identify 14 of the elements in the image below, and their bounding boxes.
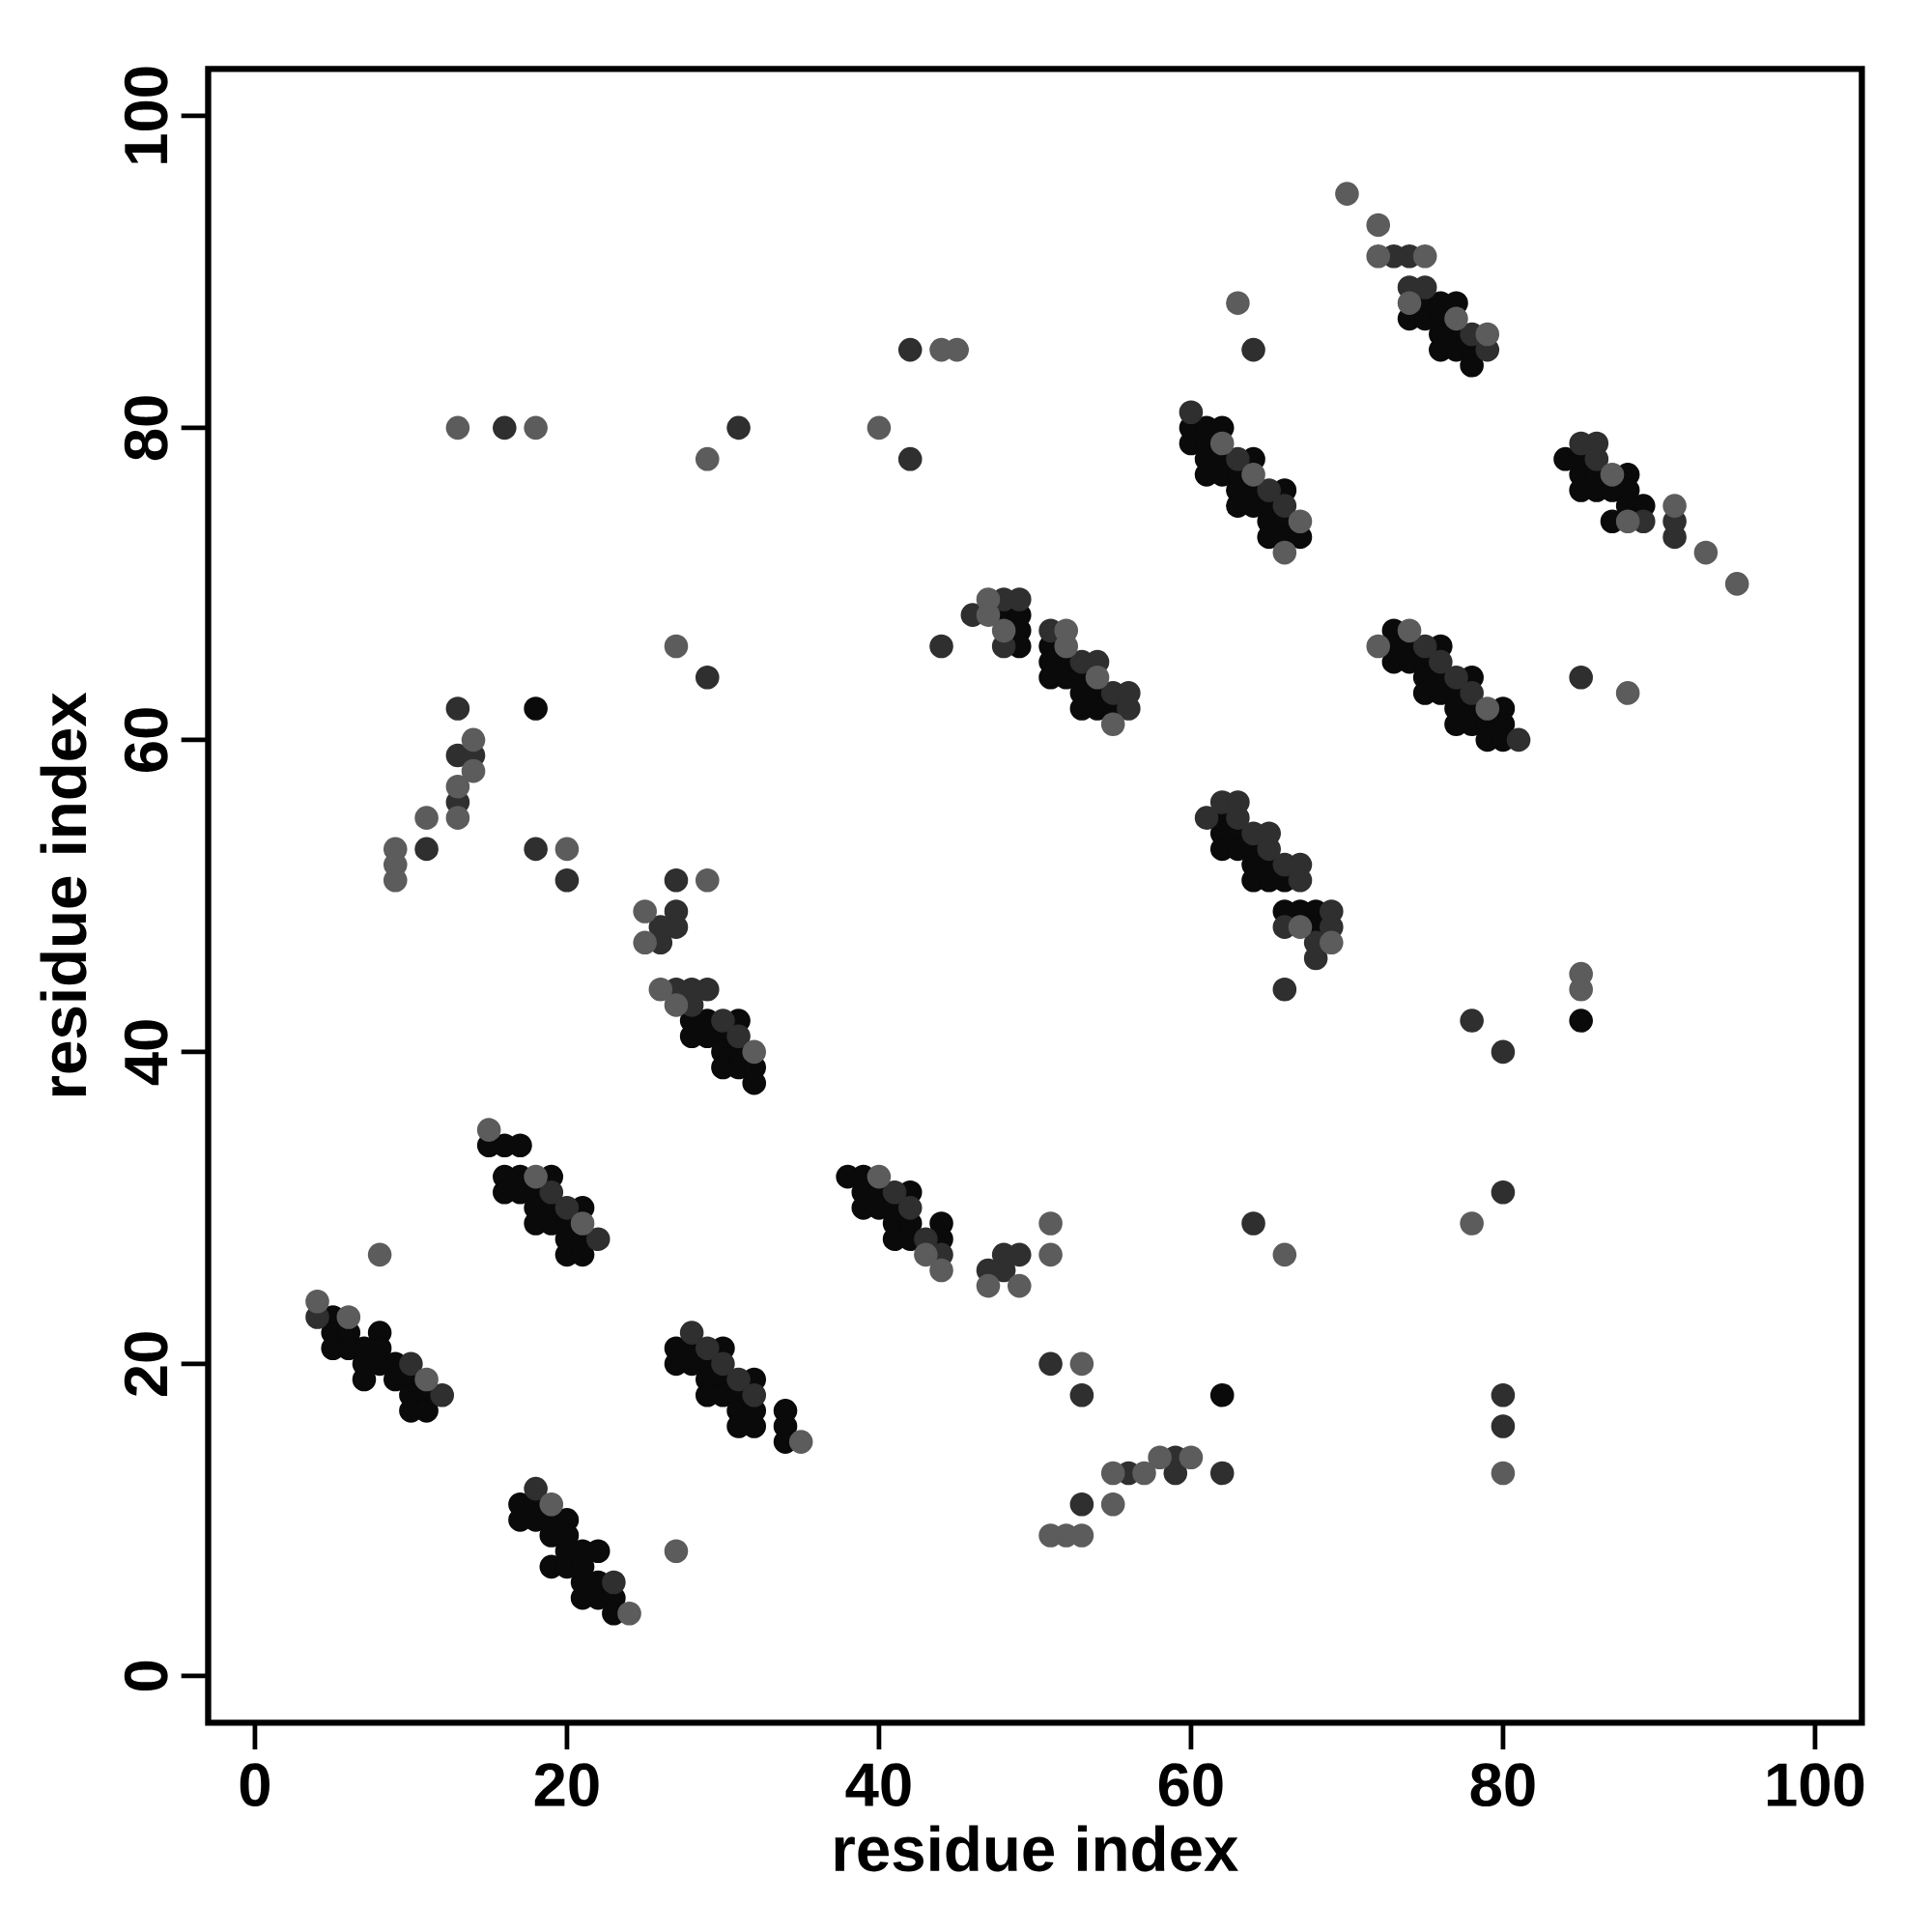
y-tick-label: 60 <box>124 708 168 772</box>
y-axis-title: residue index <box>40 692 87 1096</box>
y-tick-label: 80 <box>124 396 168 461</box>
x-tick-label: 100 <box>1767 1763 1864 1807</box>
x-tick-label: 0 <box>240 1763 270 1807</box>
y-tick-label: 20 <box>124 1332 168 1397</box>
y-tick-label: 0 <box>124 1661 168 1691</box>
x-tick-label: 40 <box>845 1763 911 1807</box>
x-tick-label: 60 <box>1158 1763 1223 1807</box>
x-axis-title: residue index <box>835 1825 1238 1872</box>
x-tick-label: 80 <box>1470 1763 1535 1807</box>
y-tick-label: 100 <box>124 67 168 163</box>
x-tick-label: 20 <box>534 1763 599 1807</box>
y-tick-label: 40 <box>124 1020 168 1086</box>
